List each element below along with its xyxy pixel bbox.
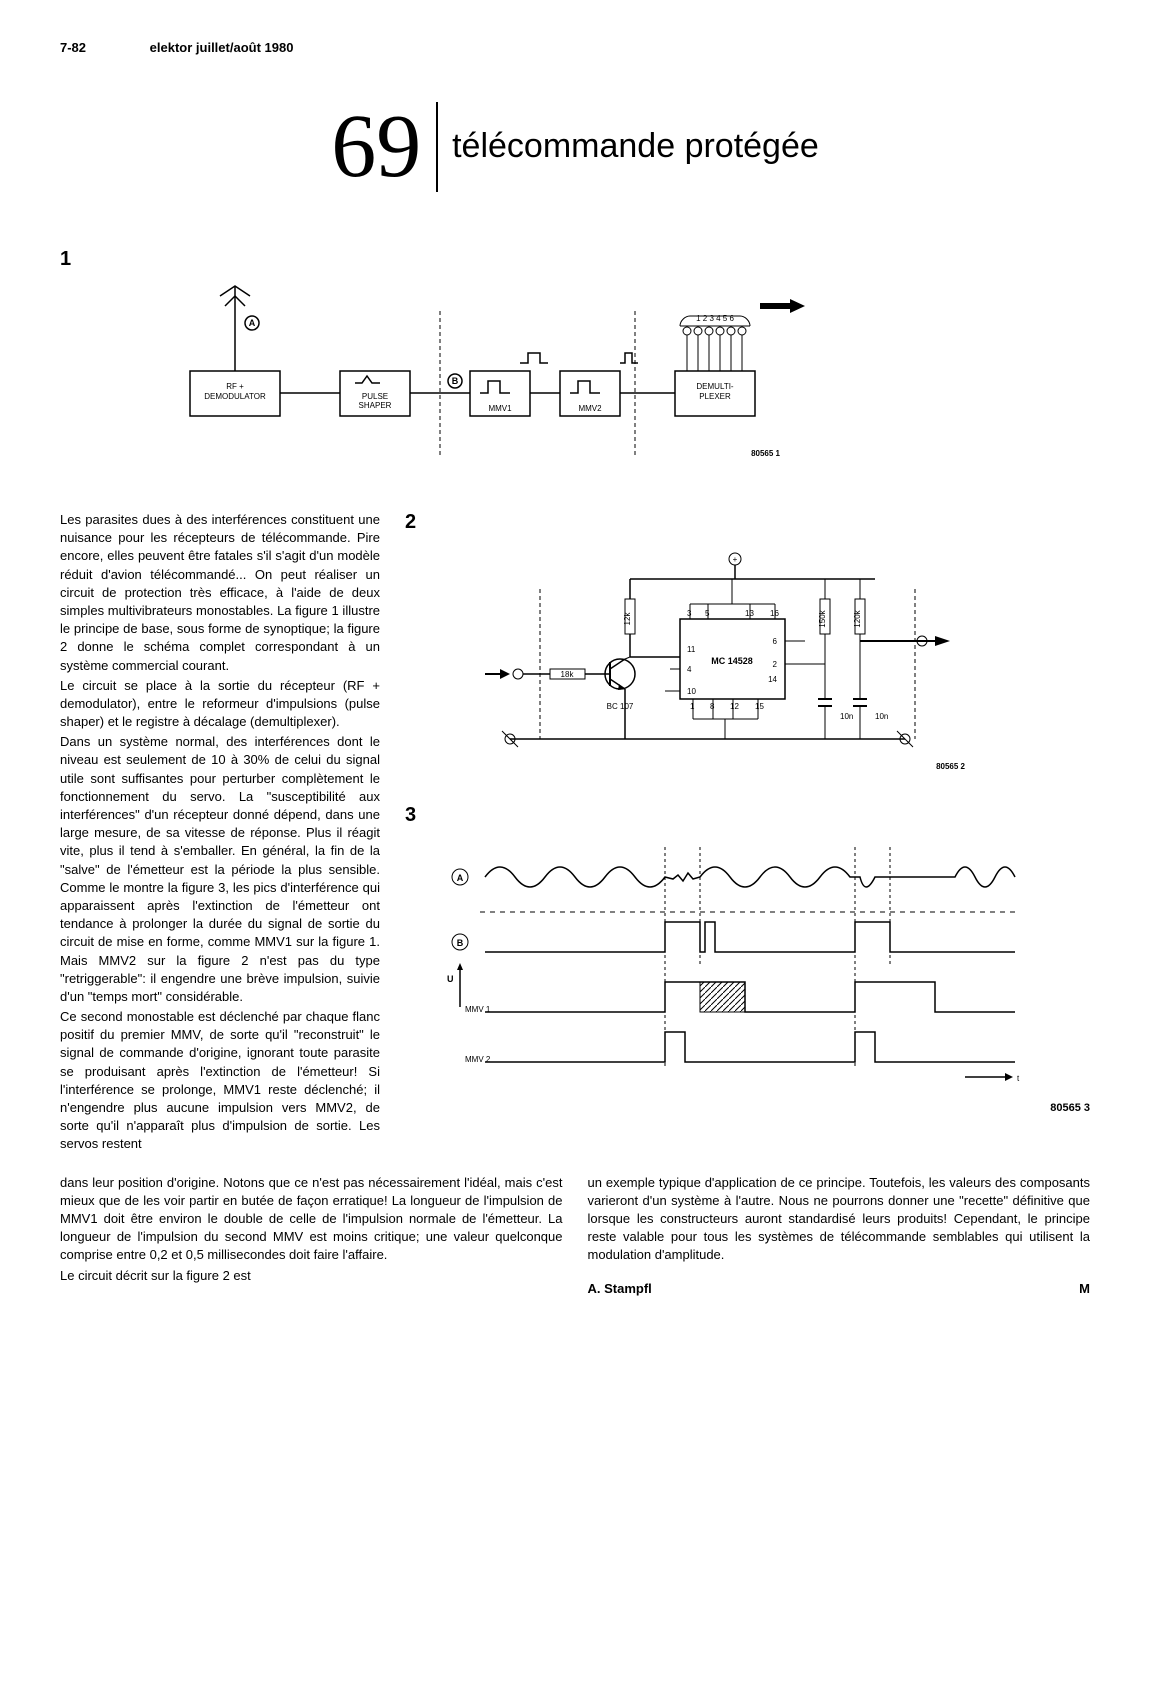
svg-text:MMV2: MMV2 <box>578 404 602 413</box>
svg-text:80565 2: 80565 2 <box>936 762 965 771</box>
paragraph-3: Dans un système normal, des interférence… <box>60 733 380 1006</box>
paragraph-4: Ce second monostable est déclenché par c… <box>60 1008 380 1154</box>
publication-name: elektor juillet/août 1980 <box>150 40 294 55</box>
svg-text:12: 12 <box>730 702 739 711</box>
svg-text:DEMULTI-: DEMULTI- <box>696 382 734 391</box>
figure-1-number: 1 <box>60 248 1090 271</box>
svg-text:1 2 3 4 5 6: 1 2 3 4 5 6 <box>696 314 734 323</box>
body-column-3: un exemple typique d'application de ce p… <box>588 1174 1091 1298</box>
svg-text:MMV1: MMV1 <box>488 404 512 413</box>
svg-text:14: 14 <box>768 675 777 684</box>
svg-text:PULSE: PULSE <box>362 392 388 401</box>
author-line: A. Stampfl M <box>588 1280 1091 1298</box>
author-name: A. Stampfl <box>588 1281 652 1296</box>
paragraph-6: Le circuit décrit sur la figure 2 est <box>60 1267 563 1285</box>
page-header: 7-82 elektor juillet/août 1980 <box>60 40 1090 55</box>
svg-text:A: A <box>457 873 464 883</box>
paragraph-2: Le circuit se place à la sortie du récep… <box>60 677 380 732</box>
svg-text:150k: 150k <box>818 609 827 627</box>
svg-text:+: + <box>733 555 738 564</box>
svg-text:12k: 12k <box>623 612 632 626</box>
figure-1-diagram: A RF + DEMODULATOR PULSE SHAPER B MMV1 M… <box>60 281 880 481</box>
svg-text:80565 1: 80565 1 <box>751 449 780 458</box>
body-column-2: dans leur position d'origine. Notons que… <box>60 1174 563 1298</box>
figure-2-schematic: + 18k <box>405 544 1005 774</box>
svg-text:10n: 10n <box>875 712 888 721</box>
svg-text:A: A <box>249 318 256 328</box>
page-number: 7-82 <box>60 40 86 55</box>
figure-3: 3 A B U <box>405 804 1090 1114</box>
svg-text:DEMODULATOR: DEMODULATOR <box>204 392 266 401</box>
figure-3-ref: 80565 3 <box>405 1102 1090 1114</box>
figure-2-number: 2 <box>405 511 1090 534</box>
paragraph-5: dans leur position d'origine. Notons que… <box>60 1174 563 1265</box>
svg-text:18k: 18k <box>561 670 575 679</box>
svg-text:PLEXER: PLEXER <box>699 392 731 401</box>
end-mark: M <box>1079 1280 1090 1298</box>
svg-text:U: U <box>447 974 454 984</box>
body-column-1: Les parasites dues à des interférences c… <box>60 511 380 1154</box>
svg-text:2: 2 <box>773 660 778 669</box>
svg-text:MC 14528: MC 14528 <box>711 656 753 666</box>
svg-text:B: B <box>452 376 459 386</box>
figure-3-timing: A B U MMV 1 <box>405 837 1025 1097</box>
svg-text:120k: 120k <box>853 609 862 627</box>
svg-text:15: 15 <box>755 702 764 711</box>
article-title: 69 télécommande protégée <box>60 95 1090 198</box>
figure-2: 2 + 18k <box>405 511 1090 774</box>
svg-text:6: 6 <box>773 637 778 646</box>
figure-1: 1 A RF + DEMODULATOR PULSE SHAPER B MMV1 <box>60 248 1090 481</box>
svg-text:4: 4 <box>687 665 692 674</box>
svg-text:10n: 10n <box>840 712 853 721</box>
svg-text:BC 107: BC 107 <box>607 702 634 711</box>
svg-text:B: B <box>457 938 464 948</box>
svg-text:11: 11 <box>687 645 696 654</box>
svg-text:t: t <box>1017 1074 1020 1083</box>
bottom-columns: dans leur position d'origine. Notons que… <box>60 1174 1090 1298</box>
paragraph-1: Les parasites dues à des interférences c… <box>60 511 380 675</box>
figure-3-number: 3 <box>405 804 1090 827</box>
title-text: télécommande protégée <box>452 127 819 165</box>
svg-text:SHAPER: SHAPER <box>359 401 392 410</box>
article-number: 69 <box>331 97 421 196</box>
svg-text:10: 10 <box>687 687 696 696</box>
title-divider <box>436 102 438 192</box>
paragraph-7: un exemple typique d'application de ce p… <box>588 1174 1091 1265</box>
svg-text:RF +: RF + <box>226 382 244 391</box>
